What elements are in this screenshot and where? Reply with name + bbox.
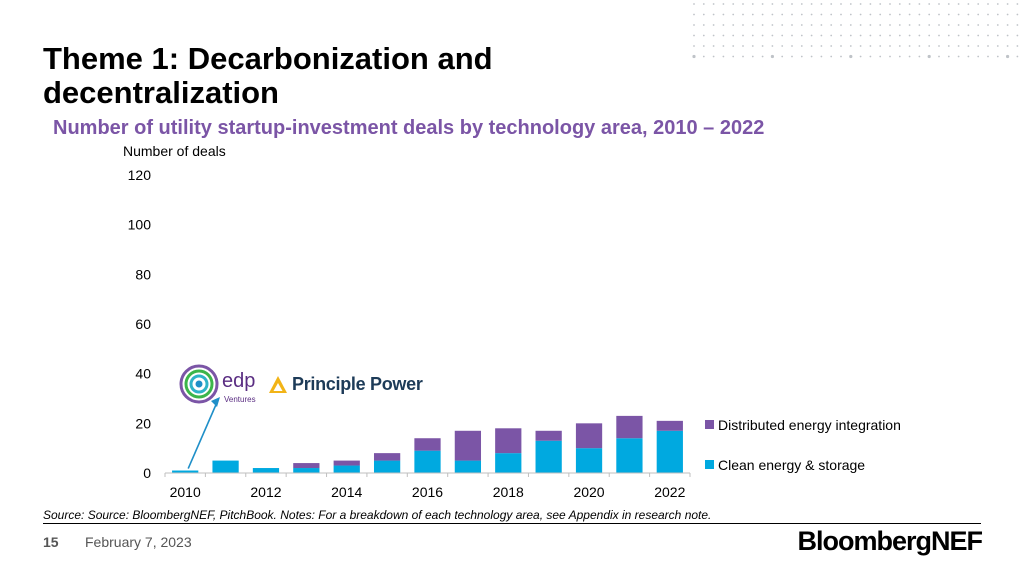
edp-logo-subtext: Ventures [224, 395, 256, 404]
legend-swatch [705, 460, 714, 469]
bar-distributed-energy-2014 [333, 460, 360, 466]
slide-date: February 7, 2023 [85, 534, 192, 550]
brand-logo: BloombergNEF [797, 526, 983, 556]
annotation-arrow-line [187, 399, 219, 469]
bar-distributed-energy-2017 [454, 430, 482, 461]
decorative-dot-grid [692, 3, 1019, 59]
page-title: Theme 1: Decarbonization and decentraliz… [43, 41, 493, 110]
legend-label: Clean energy & storage [718, 457, 865, 473]
bar-clean-energy-2020 [575, 448, 603, 473]
bar-clean-energy-2013 [293, 468, 320, 473]
triangle-icon [269, 375, 287, 393]
y-tick-label: 40 [135, 366, 151, 382]
x-tick-label: 2012 [250, 484, 281, 500]
y-tick-label: 100 [128, 217, 152, 233]
page-number: 15 [43, 534, 59, 550]
bar-distributed-energy-2022 [656, 420, 683, 431]
bar-distributed-energy-2018 [495, 428, 522, 454]
x-tick-label: 2014 [331, 484, 362, 500]
bar-distributed-energy-2013 [293, 463, 320, 469]
bar-distributed-energy-2020 [575, 423, 603, 449]
bar-distributed-energy-2019 [535, 430, 562, 441]
principle-power-label: Principle Power [292, 374, 423, 394]
y-tick-label: 120 [128, 167, 152, 183]
bar-clean-energy-2018 [495, 453, 522, 473]
bar-clean-energy-2021 [616, 438, 643, 473]
bar-clean-energy-2014 [333, 465, 360, 473]
principle-power-logo: Principle Power [268, 374, 423, 395]
y-tick-label: 60 [135, 316, 151, 332]
x-tick-label: 2020 [573, 484, 604, 500]
y-tick-label: 80 [135, 266, 151, 282]
source-note: Source: Source: BloombergNEF, PitchBook.… [43, 508, 981, 524]
bar-distributed-energy-2021 [616, 415, 643, 439]
bar-clean-energy-2017 [454, 460, 482, 473]
edp-logo-text: edp [222, 370, 255, 392]
x-tick-label: 2018 [493, 484, 524, 500]
edp-ventures-logo: edp Ventures [179, 364, 256, 404]
bar-clean-energy-2015 [373, 460, 401, 473]
bar-clean-energy-2016 [414, 450, 441, 473]
bar-distributed-energy-2016 [414, 438, 441, 451]
bar-clean-energy-2012 [252, 468, 280, 473]
chart-title: Number of utility startup-investment dea… [53, 117, 765, 139]
annotation-arrowhead [211, 397, 220, 407]
y-tick-label: 20 [135, 415, 151, 431]
x-tick-label: 2022 [654, 484, 685, 500]
y-axis-title: Number of deals [123, 143, 226, 159]
bar-distributed-energy-2015 [373, 453, 401, 461]
x-tick-label: 2016 [412, 484, 443, 500]
bar-clean-energy-2022 [656, 430, 683, 473]
x-tick-label: 2010 [170, 484, 201, 500]
bar-clean-energy-2019 [535, 440, 562, 473]
y-tick-label: 0 [143, 465, 151, 481]
bar-clean-energy-2010 [172, 470, 199, 473]
bar-clean-energy-2011 [212, 460, 239, 473]
legend-swatch [705, 420, 714, 429]
legend-label: Distributed energy integration [718, 417, 901, 433]
